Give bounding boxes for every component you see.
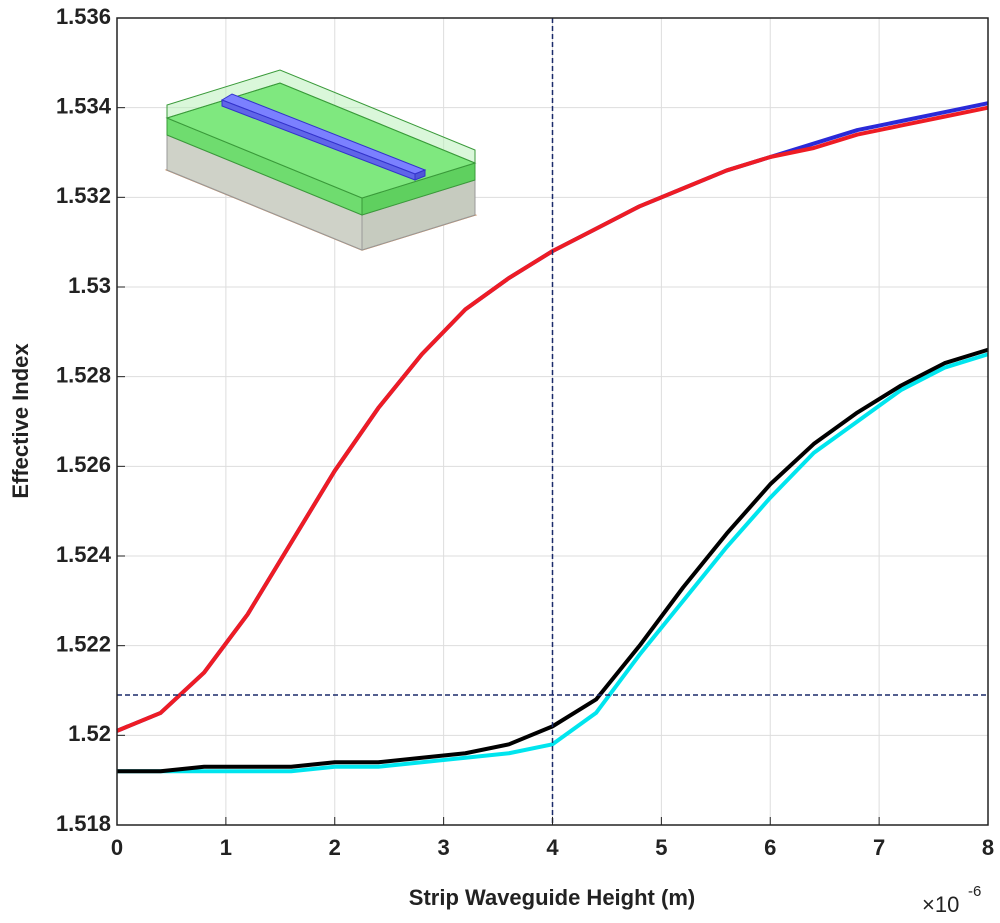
y-tick-label: 1.532	[56, 183, 111, 208]
x-multiplier-exponent: -6	[968, 883, 981, 900]
y-tick-label: 1.534	[56, 93, 112, 118]
y-tick-label: 1.518	[56, 811, 111, 836]
x-tick-label: 1	[220, 835, 232, 860]
y-tick-label: 1.52	[68, 721, 111, 746]
y-tick-label: 1.528	[56, 362, 111, 387]
series-group	[116, 18, 989, 825]
y-tick-label: 1.53	[68, 273, 111, 298]
x-tick-label: 2	[329, 835, 341, 860]
strip-end	[414, 169, 426, 181]
y-axis-label: Effective Index	[8, 343, 33, 499]
x-axis-label: Strip Waveguide Height (m)	[409, 885, 695, 910]
x-tick-label: 4	[546, 835, 559, 860]
y-tick-label: 1.522	[56, 631, 111, 656]
y-tick-label: 1.536	[56, 4, 111, 29]
y-tick-label: 1.526	[56, 452, 111, 477]
y-tick-label: 1.524	[56, 542, 112, 567]
x-tick-label: 7	[873, 835, 885, 860]
x-tick-label: 5	[655, 835, 667, 860]
x-tick-label: 3	[438, 835, 450, 860]
series-line	[117, 352, 989, 774]
x-tick-label: 0	[111, 835, 123, 860]
x-multiplier: ×10	[922, 892, 959, 917]
x-tick-label: 6	[764, 835, 776, 860]
x-tick-label: 8	[982, 835, 994, 860]
inset-waveguide	[164, 69, 478, 251]
cladding	[166, 69, 476, 164]
